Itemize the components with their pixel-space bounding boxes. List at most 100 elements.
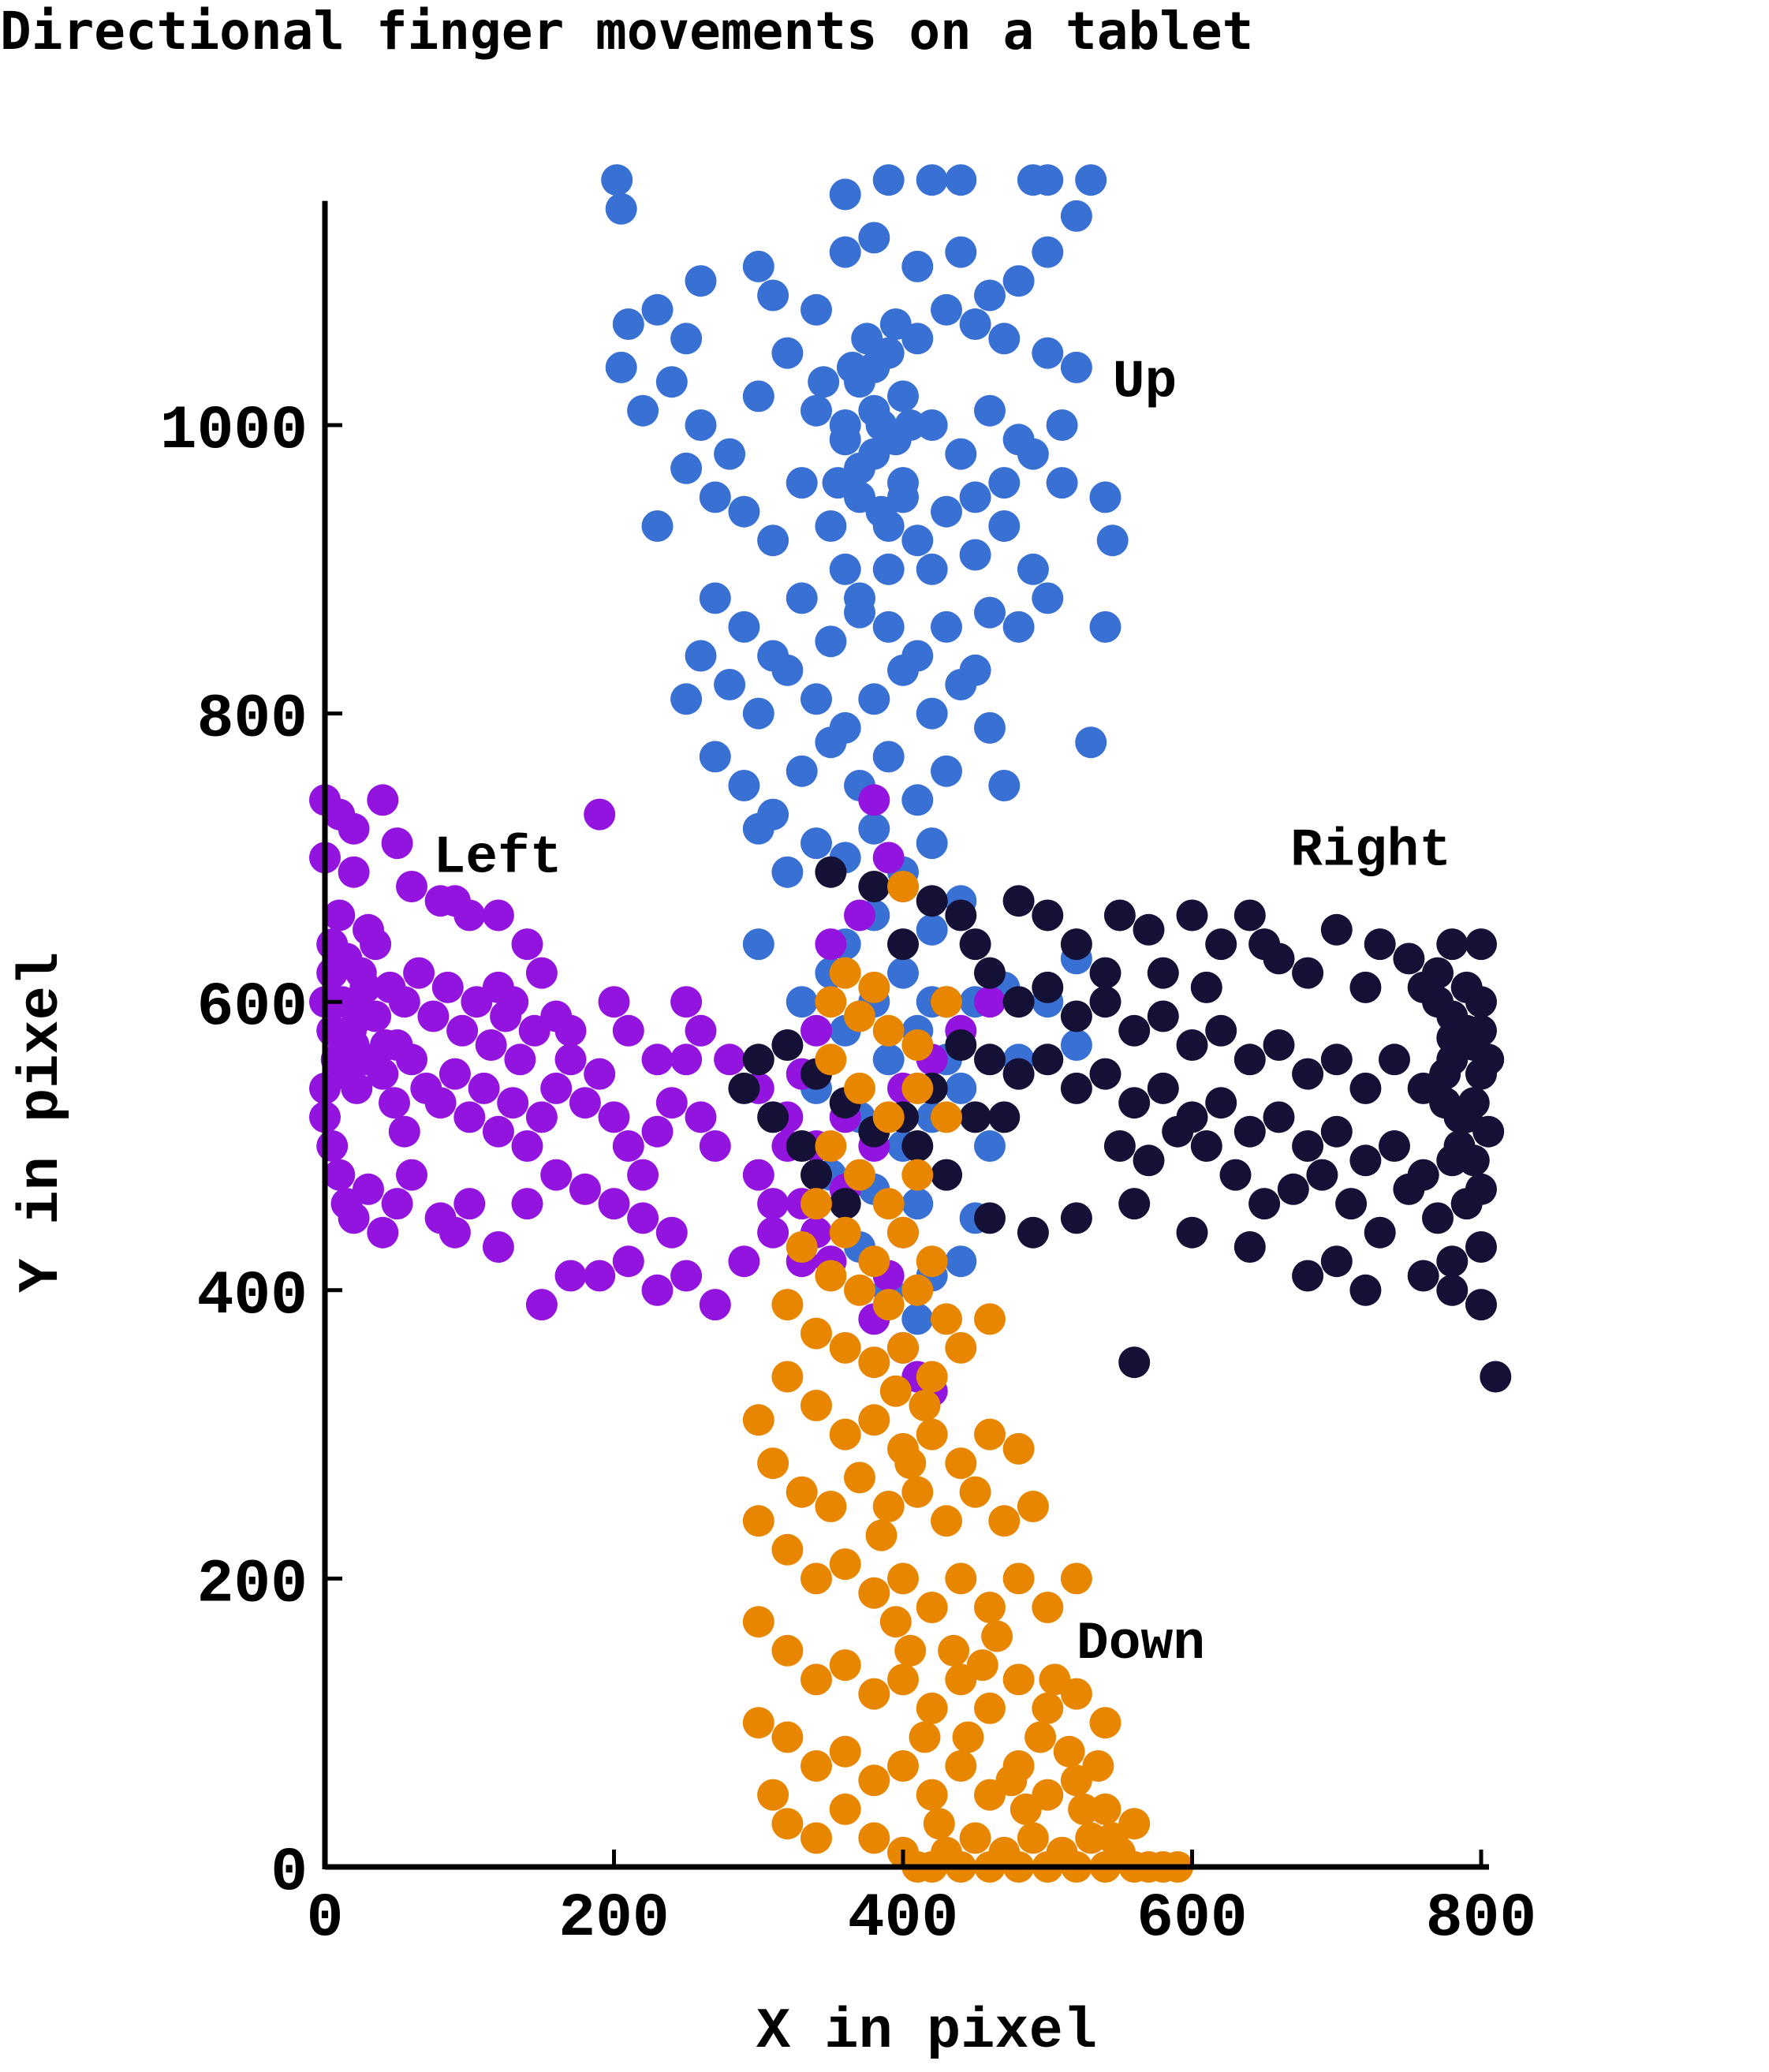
point-up-25 [988, 323, 1020, 354]
point-down-96 [771, 1808, 803, 1839]
point-right-91 [1436, 1245, 1468, 1277]
point-down-70 [801, 1663, 832, 1695]
point-down-76 [974, 1693, 1006, 1724]
point-left-78 [627, 1202, 659, 1234]
point-left-138 [379, 1087, 410, 1118]
point-right-51 [974, 1043, 1006, 1075]
point-right-28 [1003, 986, 1035, 1017]
point-up-81 [714, 669, 745, 700]
point-up-0 [601, 164, 633, 196]
point-up-16 [757, 280, 789, 312]
point-right-2 [916, 885, 948, 917]
point-right-22 [1349, 972, 1381, 1003]
point-left-68 [382, 1188, 413, 1219]
point-down-33 [916, 1361, 948, 1393]
point-down-36 [771, 1361, 803, 1393]
point-up-17 [801, 294, 832, 326]
point-left-91 [497, 986, 528, 1017]
point-down-18 [830, 1217, 861, 1249]
point-up-88 [916, 698, 948, 730]
point-down-21 [916, 1245, 948, 1277]
point-left-55 [627, 1159, 659, 1191]
point-up-87 [887, 655, 919, 686]
point-right-94 [1422, 1202, 1454, 1234]
point-right-23 [1393, 943, 1424, 974]
point-up-44 [1032, 338, 1063, 369]
point-right-38 [1292, 1058, 1323, 1090]
point-down-58 [801, 1562, 832, 1594]
point-down-48 [815, 1491, 846, 1522]
point-up-137 [1061, 1029, 1092, 1061]
point-right-88 [1321, 1245, 1353, 1277]
point-down-111 [931, 1837, 962, 1869]
point-down-22 [786, 1231, 818, 1263]
point-right-3 [945, 900, 976, 931]
point-right-83 [1061, 1202, 1092, 1234]
point-up-58 [873, 554, 905, 585]
point-left-56 [642, 1116, 674, 1148]
point-right-100 [1118, 1346, 1150, 1378]
point-left-67 [367, 1217, 398, 1249]
point-down-12 [931, 1101, 962, 1133]
point-right-54 [1061, 1073, 1092, 1104]
point-left-47 [512, 1130, 543, 1162]
annotation-down: Down [1077, 1614, 1205, 1674]
point-right-59 [1205, 1087, 1237, 1118]
y-tick-label-600: 600 [197, 973, 308, 1043]
point-down-81 [743, 1707, 774, 1738]
point-right-90 [1408, 1260, 1439, 1292]
point-up-65 [1090, 481, 1121, 513]
point-up-169 [894, 409, 926, 441]
point-left-74 [512, 1188, 543, 1219]
point-down-19 [858, 1245, 890, 1277]
annotation-left: Left [433, 828, 562, 889]
point-down-120 [880, 1376, 912, 1407]
point-down-4 [844, 1001, 875, 1032]
point-right-37 [1263, 1029, 1295, 1061]
point-left-80 [526, 1289, 558, 1320]
point-left-136 [360, 1001, 391, 1032]
point-right-50 [945, 1029, 976, 1061]
point-left-130 [316, 958, 348, 989]
point-left-43 [453, 1101, 485, 1133]
point-up-59 [901, 525, 933, 556]
point-down-128 [938, 1635, 969, 1667]
point-down-32 [887, 1332, 919, 1364]
point-down-51 [901, 1477, 933, 1508]
point-right-57 [1148, 1073, 1179, 1104]
point-down-115 [1047, 1837, 1078, 1869]
point-right-126 [960, 928, 991, 960]
point-down-10 [873, 1101, 905, 1133]
point-left-72 [453, 1188, 485, 1219]
point-left-86 [700, 1289, 731, 1320]
point-down-124 [880, 1606, 912, 1637]
point-down-1 [858, 972, 890, 1003]
point-left-53 [599, 1101, 630, 1133]
point-down-50 [873, 1491, 905, 1522]
point-right-89 [1349, 1275, 1381, 1306]
point-left-42 [439, 1058, 471, 1090]
point-right-86 [1234, 1231, 1266, 1263]
point-down-135 [1039, 1663, 1070, 1695]
point-up-106 [858, 813, 890, 845]
point-down-131 [981, 1621, 1013, 1652]
point-up-42 [974, 395, 1006, 427]
point-down-54 [988, 1505, 1020, 1536]
point-up-104 [801, 827, 832, 859]
point-left-5 [584, 799, 615, 831]
point-down-56 [743, 1505, 774, 1536]
point-left-79 [656, 1217, 688, 1249]
point-down-113 [988, 1837, 1020, 1869]
point-down-125 [894, 1635, 926, 1667]
point-up-31 [656, 366, 688, 398]
point-right-64 [1349, 1144, 1381, 1176]
point-right-56 [1118, 1087, 1150, 1118]
point-down-78 [1032, 1693, 1063, 1724]
point-left-18 [360, 928, 391, 960]
point-up-150 [916, 554, 948, 585]
point-up-121 [786, 986, 818, 1017]
point-down-97 [801, 1822, 832, 1854]
point-right-79 [786, 1130, 818, 1162]
point-down-24 [844, 1275, 875, 1306]
points-layer [309, 164, 1511, 1883]
